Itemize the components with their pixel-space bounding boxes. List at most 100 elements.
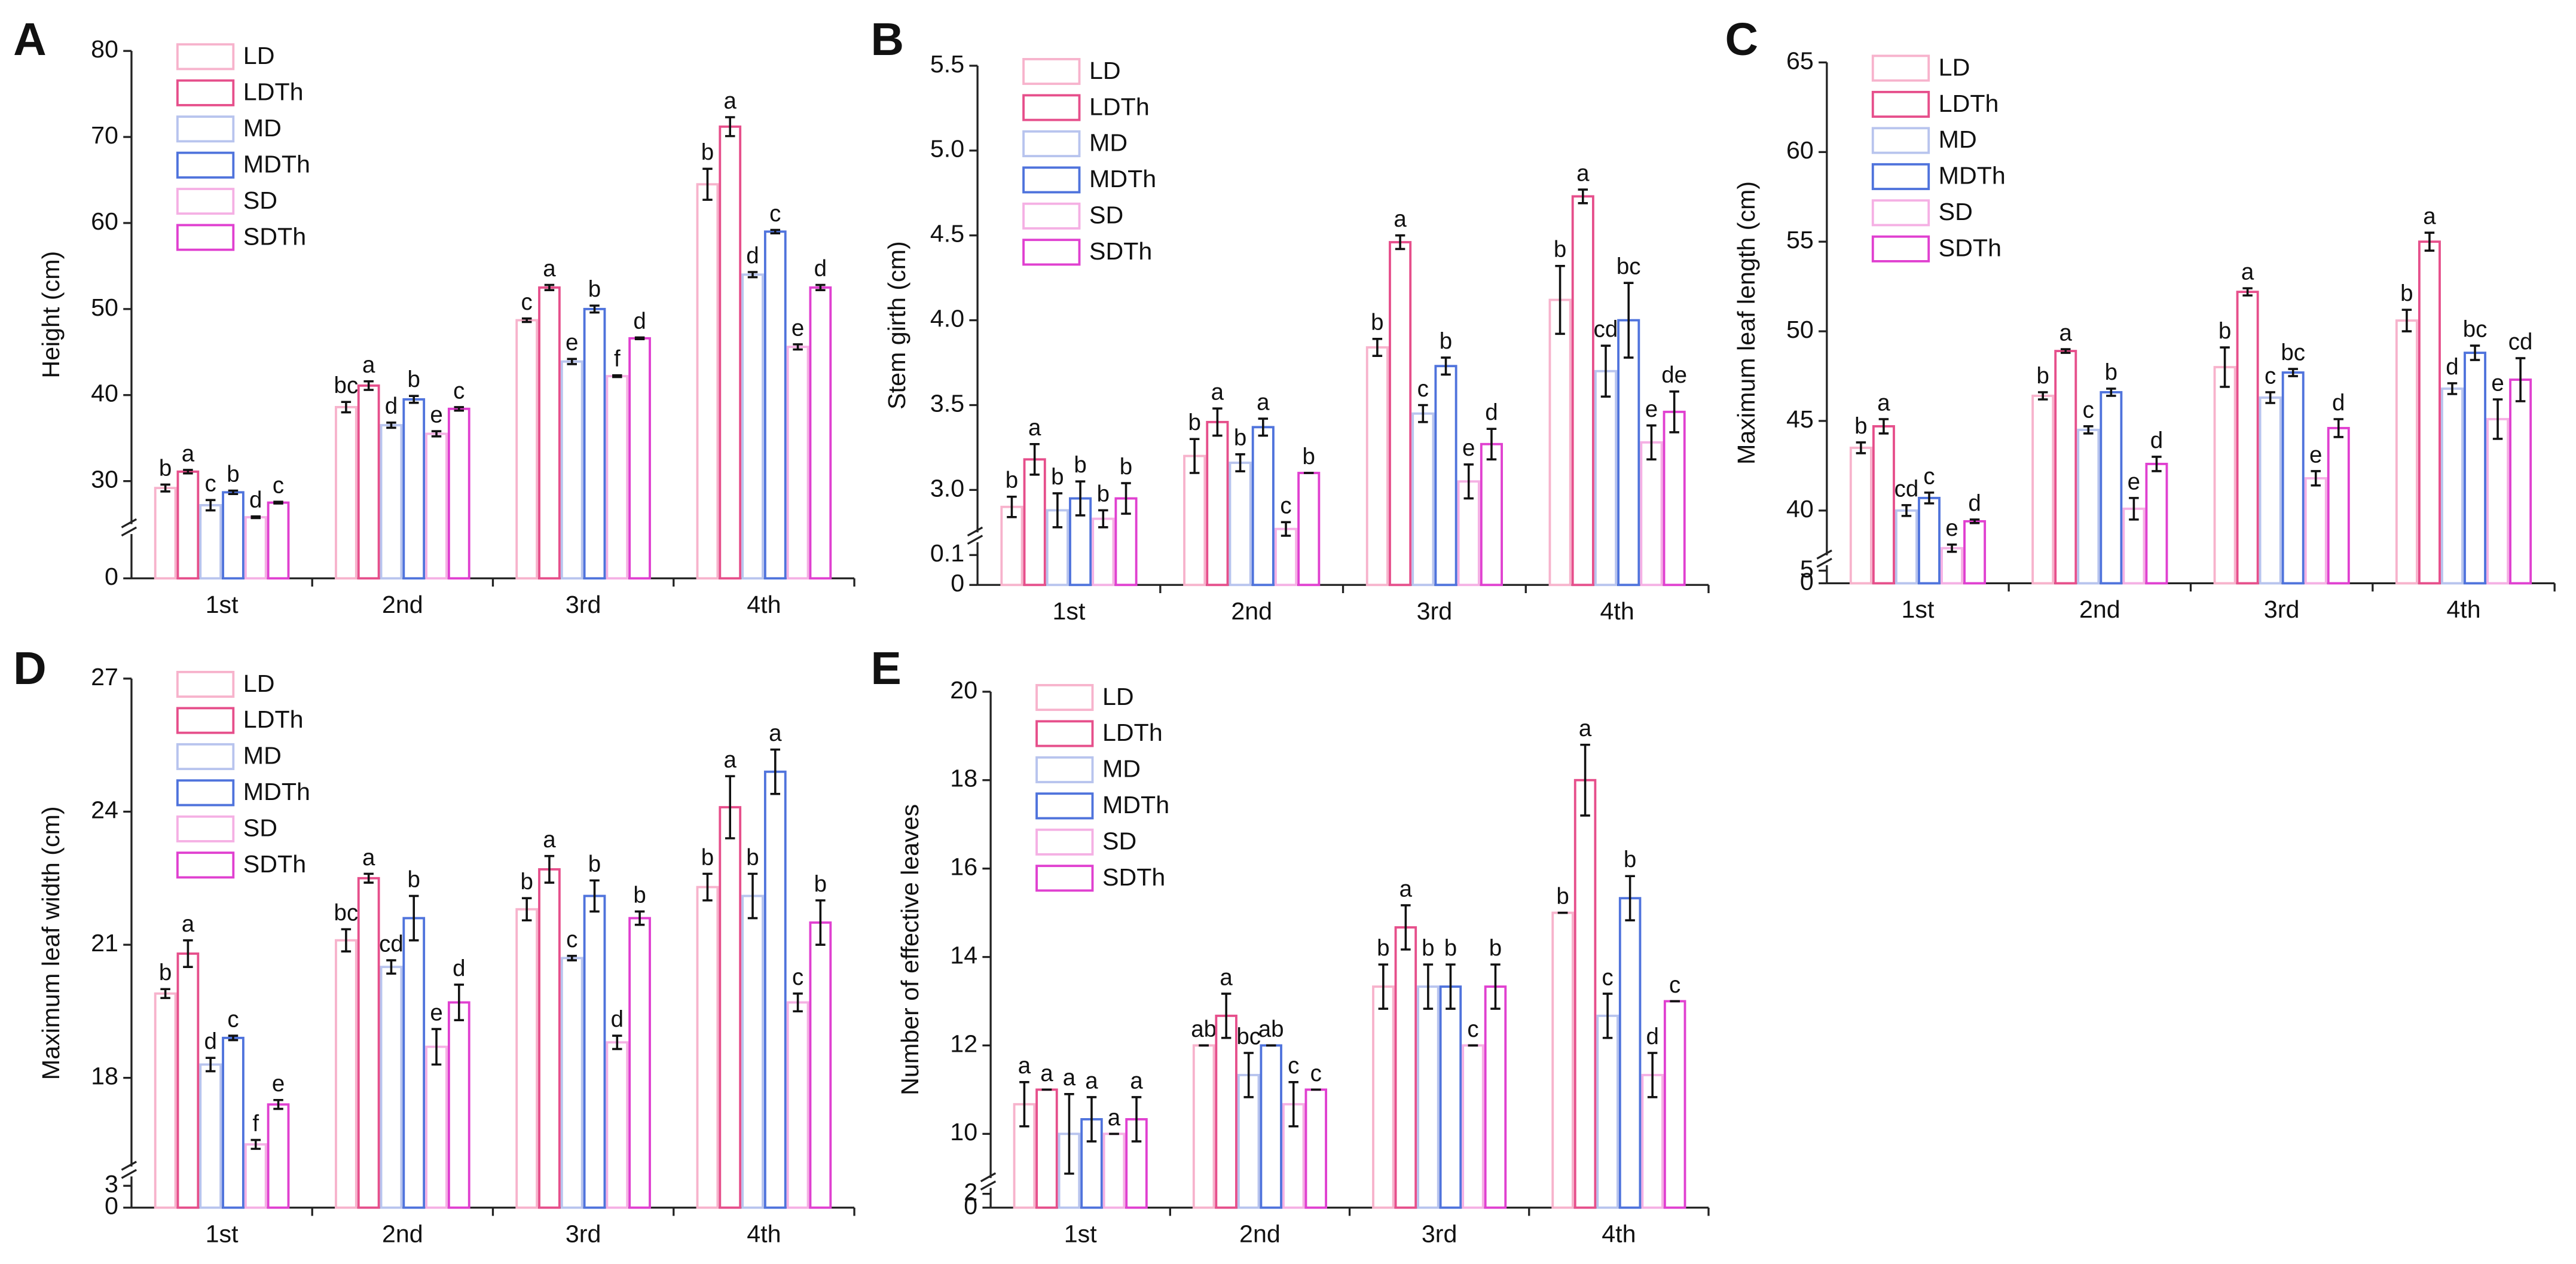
bar: [380, 424, 403, 580]
bar: [1641, 1074, 1664, 1209]
y-tick-label: 0: [105, 1192, 118, 1220]
bar: [1434, 365, 1457, 587]
x-tick-label: 4th: [747, 591, 781, 618]
error-bar: [544, 854, 555, 884]
chart-panel: B Stem girth (cm) 3.0 3.5 4.0 4.5 5.0 5.5 00.1 1s…: [871, 14, 1710, 625]
error-bar: [273, 1098, 283, 1110]
error-bar: [770, 228, 781, 235]
legend-label: MD: [243, 742, 282, 770]
significance-letter: b: [1188, 410, 1200, 436]
bar: [244, 1143, 267, 1209]
y-tick-label: 55: [1786, 226, 1814, 254]
x-tick-label: 3rd: [566, 591, 601, 618]
bar: [1663, 1000, 1686, 1209]
significance-letter: e: [272, 1071, 285, 1097]
y-tick-label: 21: [91, 929, 118, 957]
error-bar: [1555, 265, 1565, 335]
significance-letter: b: [2400, 281, 2413, 307]
error-bar: [1189, 438, 1200, 474]
legend-label: LD: [1939, 53, 1970, 81]
bar: [1046, 509, 1069, 587]
significance-letter: cd: [2508, 329, 2533, 355]
significance-letter: b: [1051, 464, 1064, 490]
legend-label: MD: [243, 114, 282, 142]
significance-letter: a: [1063, 1065, 1076, 1091]
significance-letter: c: [1417, 376, 1429, 402]
bar: [425, 1045, 448, 1209]
significance-letter: a: [2423, 204, 2436, 230]
legend-swatch: [1871, 235, 1930, 262]
y-tick-label: 10: [950, 1118, 977, 1146]
significance-letter: e: [2309, 442, 2322, 468]
y-tick-label: 70: [91, 121, 118, 149]
axis-break: [1816, 557, 1832, 568]
error-bar: [1878, 418, 1889, 435]
error-bar: [2242, 287, 2253, 297]
significance-letter: ab: [1258, 1016, 1284, 1042]
legend-swatch: [1871, 54, 1930, 82]
significance-letter: a: [362, 845, 375, 871]
bar: [2054, 350, 2077, 585]
axis-break: [980, 1180, 997, 1190]
significance-letter: b: [159, 960, 172, 986]
axis-break: [121, 1161, 137, 1171]
legend-swatch: [1871, 163, 1930, 190]
significance-letter: d: [611, 1007, 624, 1033]
error-bar: [273, 500, 283, 505]
significance-letter: bc: [2463, 316, 2488, 342]
y-tick-label: 14: [950, 941, 977, 969]
x-tick-label: 1st: [1064, 1220, 1098, 1247]
legend-label: SD: [243, 814, 277, 842]
bar: [222, 491, 245, 580]
x-tick-label: 1st: [1053, 597, 1086, 625]
y-tick-label: 50: [91, 294, 118, 321]
error-bar: [250, 1138, 261, 1150]
bar: [1551, 911, 1574, 1209]
y-tick-label: 0.1: [930, 539, 964, 567]
bar: [1183, 454, 1206, 587]
legend-label: LDTh: [243, 706, 304, 733]
significance-letter: d: [1646, 1024, 1658, 1049]
x-tick-label: 3rd: [1417, 597, 1453, 625]
bar: [267, 501, 290, 580]
bar: [2236, 291, 2259, 585]
bar: [154, 487, 177, 580]
significance-letter: e: [2128, 469, 2140, 494]
significance-letter: c: [2265, 363, 2276, 389]
significance-letter: d: [453, 955, 465, 981]
y-tick-label: 3: [105, 1170, 118, 1198]
significance-letter: bc: [2281, 340, 2305, 365]
bar: [560, 957, 583, 1209]
legend-swatch: [1871, 90, 1930, 118]
significance-letter: cd: [1894, 476, 1919, 502]
significance-letter: a: [1579, 716, 1592, 741]
error-bar: [2106, 387, 2116, 397]
y-tick-label: 50: [1786, 316, 1814, 343]
error-bar: [431, 1028, 442, 1066]
significance-letter: e: [1945, 515, 1958, 541]
bar: [1411, 412, 1435, 587]
error-bar: [793, 992, 803, 1013]
significance-letter: d: [1968, 490, 1981, 516]
error-bar: [1395, 234, 1405, 251]
error-bar: [612, 374, 622, 378]
legend-swatch: [1871, 127, 1930, 154]
bar: [1192, 1044, 1215, 1209]
x-tick-label: 3rd: [566, 1220, 601, 1247]
error-bar: [1646, 424, 1657, 461]
bar: [1439, 985, 1462, 1209]
y-tick-label: 0: [964, 1192, 977, 1220]
bar: [696, 886, 719, 1209]
significance-letter: b: [2219, 318, 2231, 344]
x-tick-label: 1st: [206, 591, 239, 618]
legend-label: LDTh: [243, 78, 304, 106]
error-bar: [205, 1057, 216, 1073]
x-tick-label: 1st: [1902, 596, 1935, 623]
bar: [763, 230, 787, 580]
significance-letter: d: [204, 1029, 216, 1055]
y-tick-label: 80: [91, 35, 118, 63]
legend-label: LDTh: [1089, 93, 1150, 120]
bar: [1365, 346, 1389, 587]
legend-label: SD: [1102, 828, 1136, 855]
